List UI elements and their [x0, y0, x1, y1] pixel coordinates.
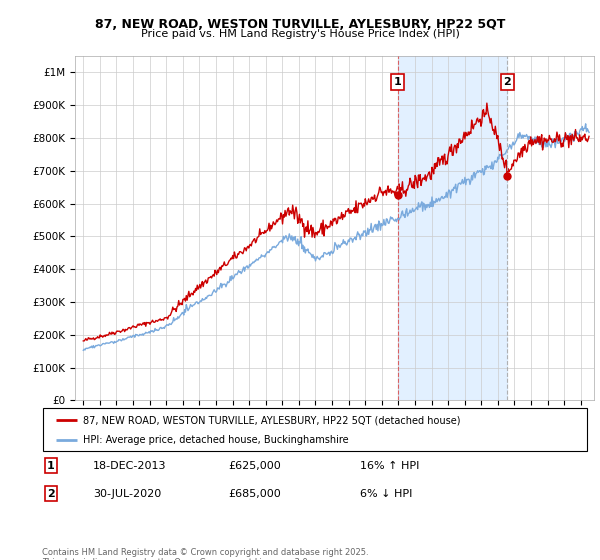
Text: 6% ↓ HPI: 6% ↓ HPI	[360, 489, 412, 499]
Bar	[398, 56, 508, 400]
Text: 1: 1	[47, 461, 55, 471]
FancyBboxPatch shape	[43, 408, 587, 451]
Text: 1: 1	[394, 77, 401, 87]
Text: £625,000: £625,000	[228, 461, 281, 471]
Text: 2: 2	[503, 77, 511, 87]
Text: 87, NEW ROAD, WESTON TURVILLE, AYLESBURY, HP22 5QT (detached house): 87, NEW ROAD, WESTON TURVILLE, AYLESBURY…	[83, 415, 460, 425]
Text: HPI: Average price, detached house, Buckinghamshire: HPI: Average price, detached house, Buck…	[83, 435, 349, 445]
Text: 18-DEC-2013: 18-DEC-2013	[93, 461, 167, 471]
Text: 30-JUL-2020: 30-JUL-2020	[93, 489, 161, 499]
Text: 16% ↑ HPI: 16% ↑ HPI	[360, 461, 419, 471]
Text: £685,000: £685,000	[228, 489, 281, 499]
Text: 2: 2	[47, 489, 55, 499]
Text: Contains HM Land Registry data © Crown copyright and database right 2025.
This d: Contains HM Land Registry data © Crown c…	[42, 548, 368, 560]
Text: Price paid vs. HM Land Registry's House Price Index (HPI): Price paid vs. HM Land Registry's House …	[140, 29, 460, 39]
Text: 87, NEW ROAD, WESTON TURVILLE, AYLESBURY, HP22 5QT: 87, NEW ROAD, WESTON TURVILLE, AYLESBURY…	[95, 18, 505, 31]
